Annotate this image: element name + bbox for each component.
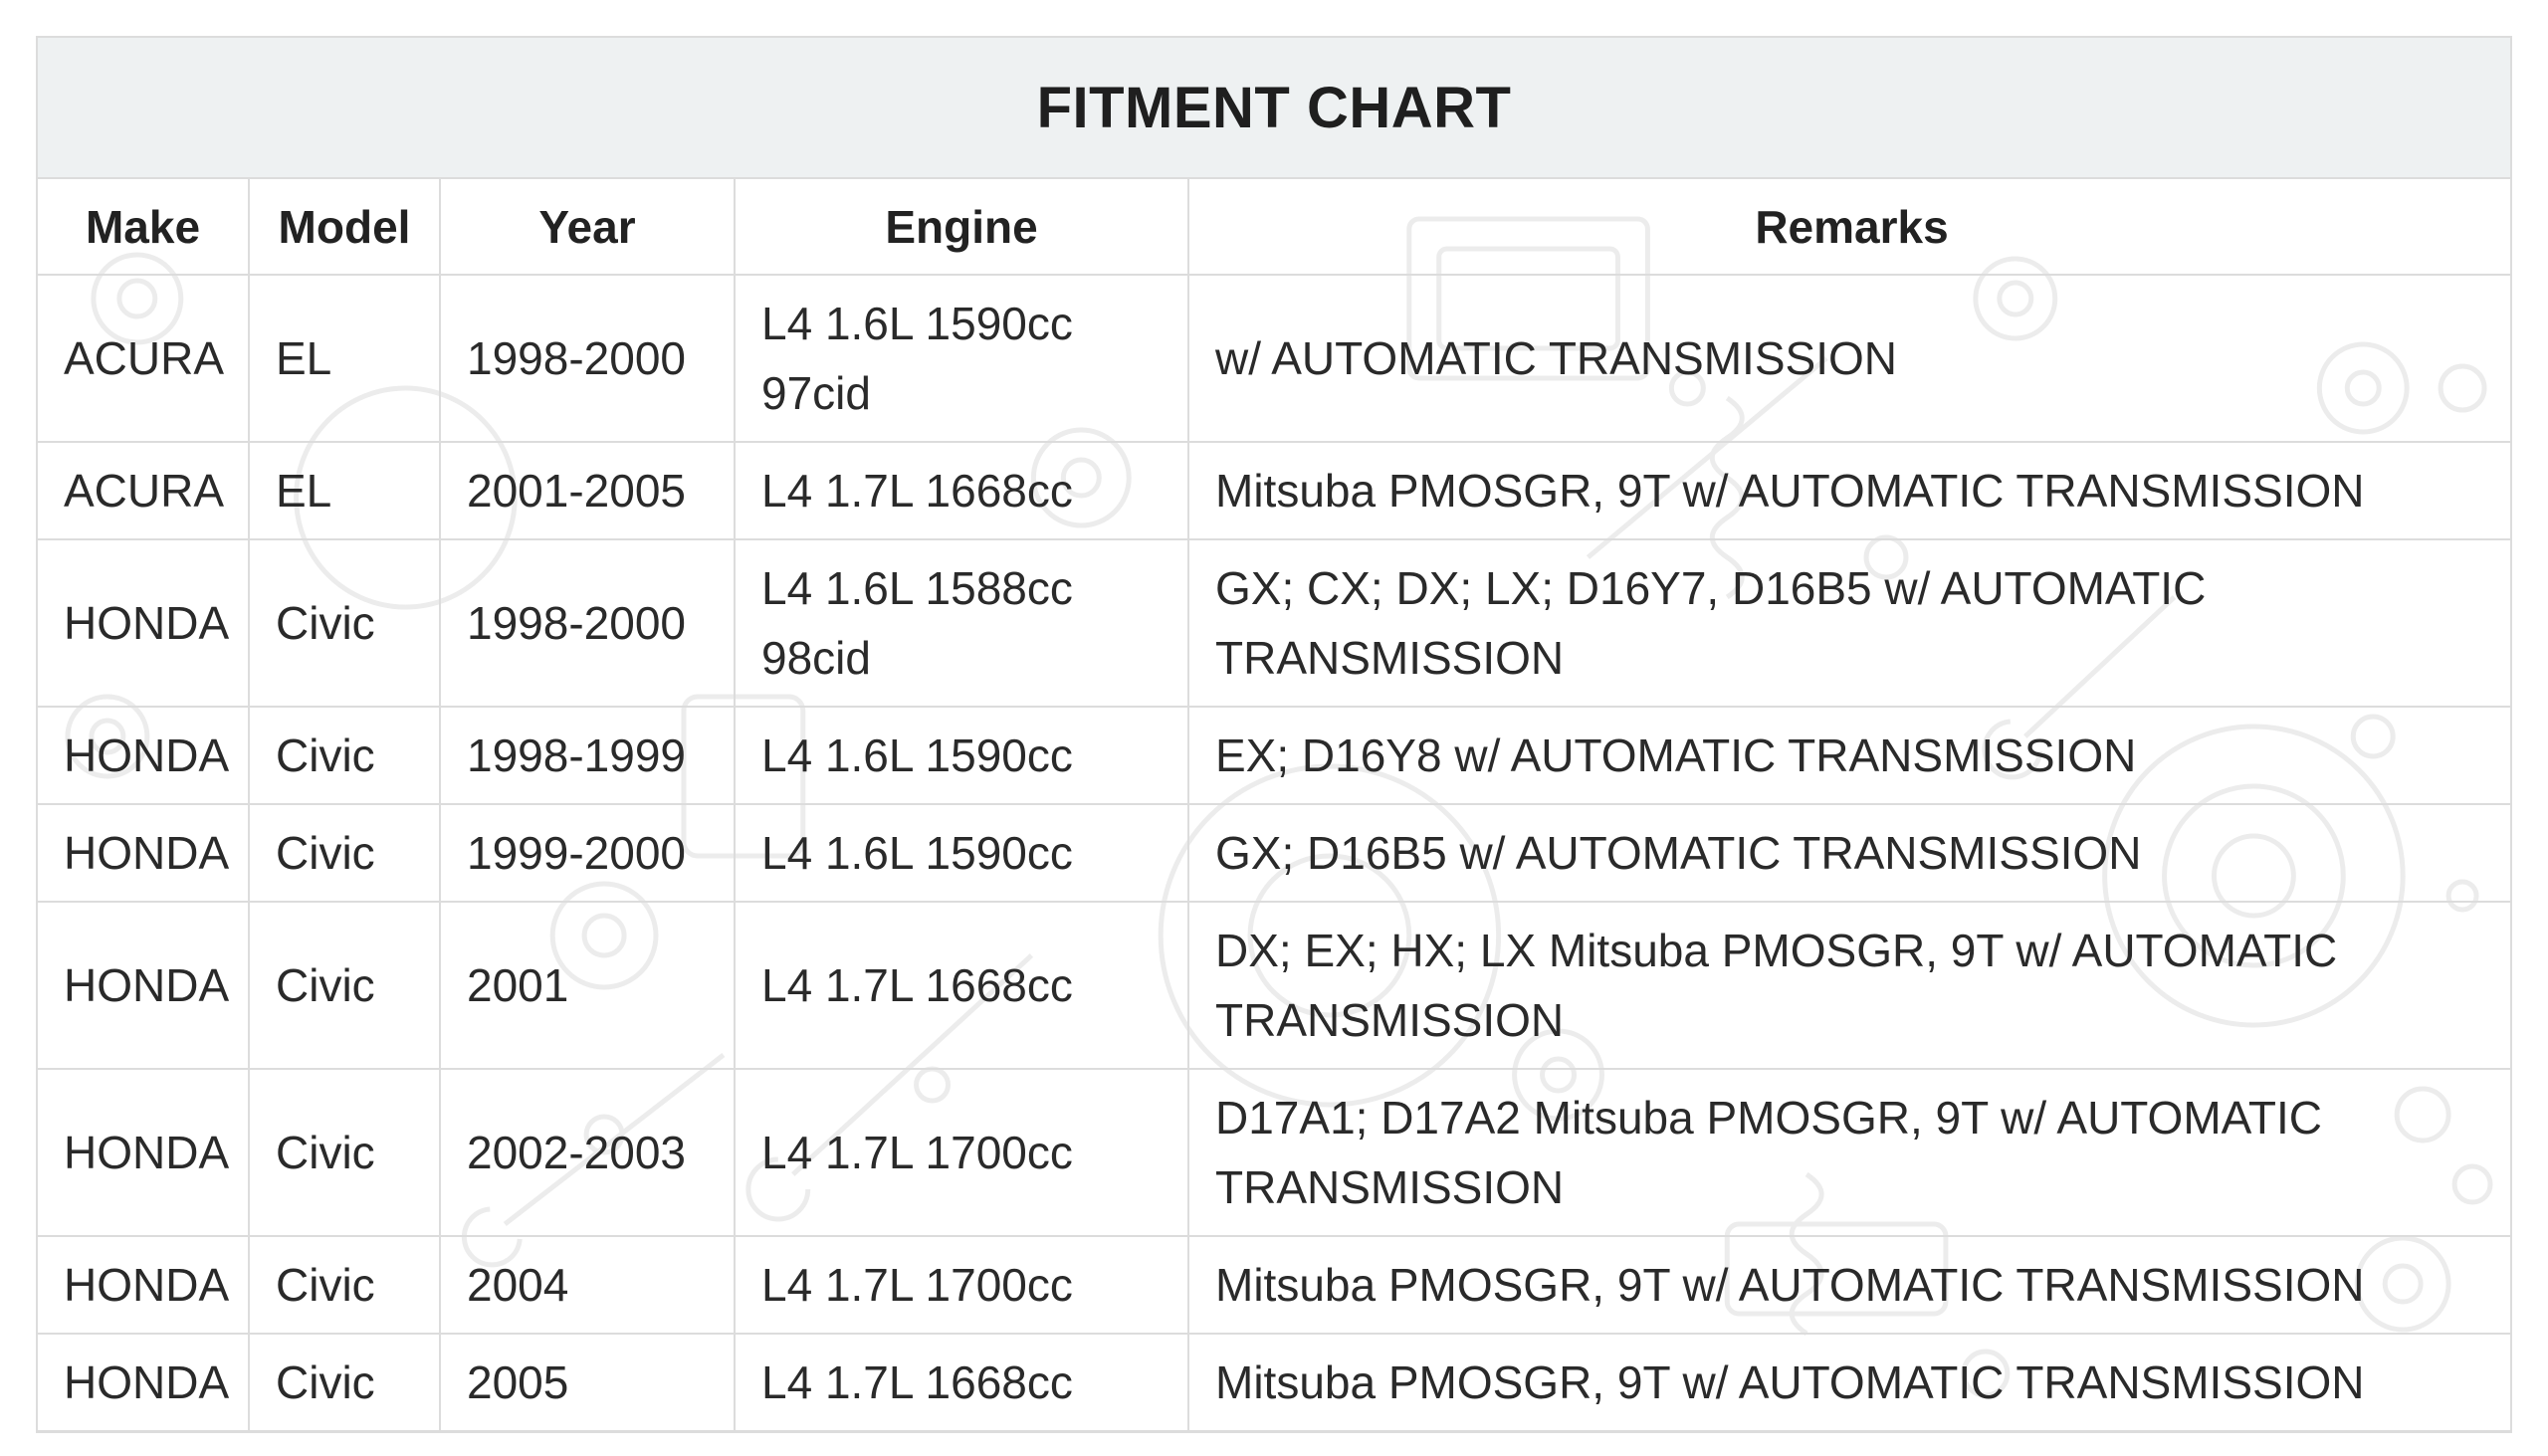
cell-year: 1998-1999: [439, 706, 736, 805]
cell-model: Civic: [248, 1235, 441, 1335]
cell-make: HONDA: [38, 706, 250, 805]
cell-year: 2002-2003: [439, 1068, 736, 1237]
cell-engine: L4 1.7L 1668cc: [734, 1333, 1189, 1431]
cell-engine: L4 1.6L 1590cc 97cid: [734, 274, 1189, 443]
cell-remarks: D17A1; D17A2 Mitsuba PMOSGR, 9T w/ AUTOM…: [1187, 1068, 2510, 1237]
cell-make: HONDA: [38, 803, 250, 903]
table-row: HONDA Civic 1998-2000 L4 1.6L 1588cc 98c…: [38, 538, 2510, 708]
column-header-engine: Engine: [734, 179, 1189, 276]
cell-engine: L4 1.6L 1590cc: [734, 803, 1189, 903]
fitment-chart: FITMENT CHART Make Model Year Engine Rem…: [36, 36, 2512, 1433]
cell-year: 2005: [439, 1333, 736, 1431]
cell-year: 1998-2000: [439, 538, 736, 708]
cell-year: 2001-2005: [439, 441, 736, 540]
header-row: Make Model Year Engine Remarks: [38, 179, 2510, 276]
cell-year: 1999-2000: [439, 803, 736, 903]
cell-make: HONDA: [38, 901, 250, 1070]
table-row: ACURA EL 2001-2005 L4 1.7L 1668cc Mitsub…: [38, 441, 2510, 540]
fitment-table: Make Model Year Engine Remarks ACURA EL …: [38, 179, 2510, 1431]
cell-year: 1998-2000: [439, 274, 736, 443]
table-row: HONDA Civic 2002-2003 L4 1.7L 1700cc D17…: [38, 1068, 2510, 1237]
cell-engine: L4 1.7L 1668cc: [734, 441, 1189, 540]
table-row: HONDA Civic 1999-2000 L4 1.6L 1590cc GX;…: [38, 803, 2510, 903]
cell-model: Civic: [248, 1068, 441, 1237]
cell-engine: L4 1.6L 1588cc 98cid: [734, 538, 1189, 708]
table-row: HONDA Civic 2005 L4 1.7L 1668cc Mitsuba …: [38, 1333, 2510, 1431]
cell-model: Civic: [248, 803, 441, 903]
cell-engine: L4 1.7L 1668cc: [734, 901, 1189, 1070]
cell-make: HONDA: [38, 1068, 250, 1237]
cell-engine: L4 1.7L 1700cc: [734, 1235, 1189, 1335]
cell-year: 2004: [439, 1235, 736, 1335]
table-row: HONDA Civic 2001 L4 1.7L 1668cc DX; EX; …: [38, 901, 2510, 1070]
cell-engine: L4 1.6L 1590cc: [734, 706, 1189, 805]
cell-model: Civic: [248, 1333, 441, 1431]
cell-engine: L4 1.7L 1700cc: [734, 1068, 1189, 1237]
title-bar: FITMENT CHART: [38, 38, 2510, 179]
column-header-make: Make: [38, 179, 250, 276]
cell-model: EL: [248, 274, 441, 443]
cell-remarks: Mitsuba PMOSGR, 9T w/ AUTOMATIC TRANSMIS…: [1187, 1333, 2510, 1431]
column-header-model: Model: [248, 179, 441, 276]
cell-make: ACURA: [38, 274, 250, 443]
cell-remarks: Mitsuba PMOSGR, 9T w/ AUTOMATIC TRANSMIS…: [1187, 441, 2510, 540]
table-row: HONDA Civic 2004 L4 1.7L 1700cc Mitsuba …: [38, 1235, 2510, 1335]
cell-make: HONDA: [38, 1235, 250, 1335]
column-header-remarks: Remarks: [1187, 179, 2510, 276]
cell-remarks: Mitsuba PMOSGR, 9T w/ AUTOMATIC TRANSMIS…: [1187, 1235, 2510, 1335]
chart-title: FITMENT CHART: [1036, 75, 1512, 140]
cell-model: Civic: [248, 538, 441, 708]
table-row: HONDA Civic 1998-1999 L4 1.6L 1590cc EX;…: [38, 706, 2510, 805]
column-header-year: Year: [439, 179, 736, 276]
cell-year: 2001: [439, 901, 736, 1070]
cell-remarks: DX; EX; HX; LX Mitsuba PMOSGR, 9T w/ AUT…: [1187, 901, 2510, 1070]
cell-remarks: GX; D16B5 w/ AUTOMATIC TRANSMISSION: [1187, 803, 2510, 903]
cell-remarks: GX; CX; DX; LX; D16Y7, D16B5 w/ AUTOMATI…: [1187, 538, 2510, 708]
cell-model: Civic: [248, 901, 441, 1070]
cell-make: HONDA: [38, 1333, 250, 1431]
cell-make: ACURA: [38, 441, 250, 540]
cell-make: HONDA: [38, 538, 250, 708]
table-row: ACURA EL 1998-2000 L4 1.6L 1590cc 97cid …: [38, 274, 2510, 443]
cell-remarks: EX; D16Y8 w/ AUTOMATIC TRANSMISSION: [1187, 706, 2510, 805]
cell-model: EL: [248, 441, 441, 540]
cell-model: Civic: [248, 706, 441, 805]
cell-remarks: w/ AUTOMATIC TRANSMISSION: [1187, 274, 2510, 443]
